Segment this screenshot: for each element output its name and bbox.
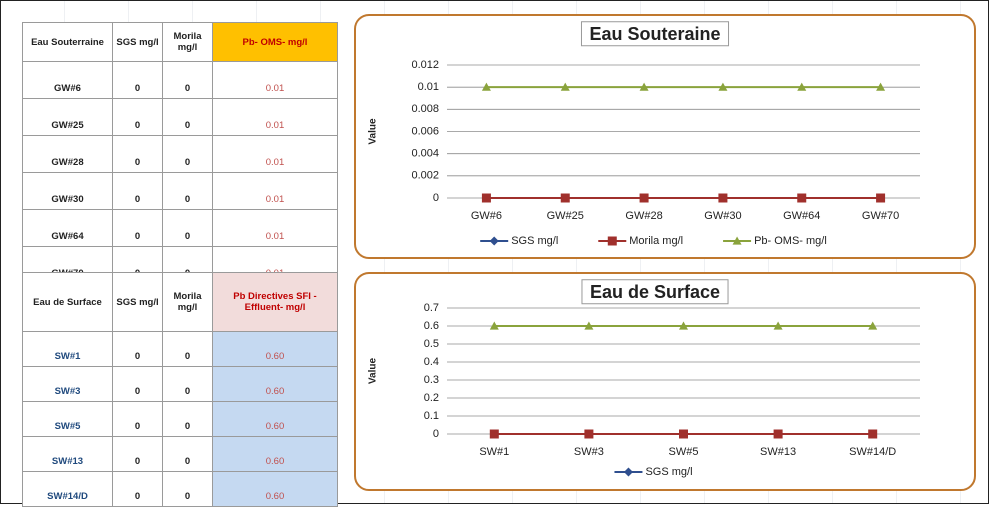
x-tick-label: GW#6 <box>471 210 502 222</box>
legend-item: SGS mg/l <box>480 235 558 247</box>
x-tick-label: SW#14/D <box>849 446 896 458</box>
marker <box>560 82 570 91</box>
x-tick-label: SW#13 <box>760 446 796 458</box>
x-tick-label: SW#3 <box>574 446 604 458</box>
cell: 0.60 <box>212 366 338 402</box>
title-frame <box>580 21 730 47</box>
marker <box>639 193 649 203</box>
cell: SW#13 <box>22 436 113 472</box>
chart-title: Eau de Surface <box>590 282 720 302</box>
y-tick-label: 0.008 <box>411 103 439 115</box>
marker <box>481 82 491 91</box>
y-tick-label: 0.002 <box>411 170 439 182</box>
marker <box>481 193 491 203</box>
cell: 0 <box>112 471 163 507</box>
marker <box>584 429 594 439</box>
marker <box>639 82 649 91</box>
x-tick-label: GW#70 <box>862 210 899 222</box>
cell: GW#30 <box>22 172 113 210</box>
y-tick-label: 0.6 <box>424 320 439 332</box>
header-cell: SGS mg/l <box>112 22 163 62</box>
header-cell: Morila mg/l <box>162 22 213 62</box>
cell: 0 <box>112 401 163 437</box>
y-tick-label: 0.01 <box>418 81 439 93</box>
marker <box>584 321 594 330</box>
cell: 0.01 <box>212 209 338 247</box>
y-axis-label: Value <box>368 358 379 385</box>
x-tick-label: SW#5 <box>669 446 699 458</box>
marker <box>623 467 633 477</box>
marker <box>868 429 878 439</box>
y-tick-label: 0.7 <box>424 302 439 314</box>
chart-box <box>354 272 976 491</box>
cell: 0 <box>162 135 213 173</box>
marker <box>489 321 499 330</box>
legend-label: Morila mg/l <box>629 235 683 247</box>
cell: 0.60 <box>212 401 338 437</box>
marker <box>876 193 886 203</box>
cell: 0.01 <box>212 135 338 173</box>
cell: GW#25 <box>22 98 113 136</box>
legend-item: SGS mg/l <box>614 466 693 478</box>
x-tick-label: SW#1 <box>479 446 509 458</box>
legend-label: SGS mg/l <box>511 235 558 247</box>
marker <box>732 236 742 245</box>
legend-item: Morila mg/l <box>598 235 683 247</box>
cell: GW#64 <box>22 209 113 247</box>
marker <box>773 429 783 439</box>
y-tick-label: 0.4 <box>424 356 439 368</box>
y-tick-label: 0.006 <box>411 125 439 137</box>
cell: SW#1 <box>22 331 113 367</box>
cell: 0.60 <box>212 436 338 472</box>
y-tick-label: 0.012 <box>411 59 439 71</box>
cell: GW#6 <box>22 61 113 99</box>
marker <box>718 193 728 203</box>
cell: 0.60 <box>212 471 338 507</box>
y-tick-label: 0.3 <box>424 374 439 386</box>
x-tick-label: GW#25 <box>547 210 584 222</box>
marker <box>560 193 570 203</box>
legend-label: SGS mg/l <box>645 466 692 478</box>
y-tick-label: 0.004 <box>411 148 439 160</box>
marker <box>773 321 783 330</box>
marker <box>607 236 617 246</box>
marker <box>679 429 688 439</box>
title-frame <box>581 279 729 305</box>
cell: 0 <box>162 471 213 507</box>
cell: 0.01 <box>212 61 338 99</box>
x-tick-label: GW#28 <box>625 210 662 222</box>
legend-item: Pb- OMS- mg/l <box>723 235 827 247</box>
header-cell: Pb- OMS- mg/l <box>212 22 338 62</box>
header-cell: Morila mg/l <box>162 272 213 332</box>
groundwater-table: Eau Souterraine SGS mg/l Morila mg/l Pb- OM… <box>22 22 338 284</box>
y-tick-label: 0.2 <box>424 392 439 404</box>
x-tick-label: GW#30 <box>704 210 741 222</box>
chart-title: Eau Souteraine <box>589 24 720 44</box>
surface-water-table: Eau de Surface SGS mg/l Morila mg/l Pb Dire… <box>22 272 338 507</box>
x-tick-label: GW#64 <box>783 210 820 222</box>
marker <box>797 82 807 91</box>
header-cell: Pb Directives SFI -Effluent- mg/l <box>212 272 338 332</box>
cell: 0.01 <box>212 98 338 136</box>
y-tick-label: 0.1 <box>424 410 439 422</box>
cell: 0 <box>112 436 163 472</box>
y-tick-label: 0.5 <box>424 338 439 350</box>
marker <box>489 236 499 246</box>
cell: 0 <box>112 135 163 173</box>
marker <box>868 321 878 330</box>
legend-label: Pb- OMS- mg/l <box>754 235 827 247</box>
marker <box>876 82 886 91</box>
marker <box>718 82 728 91</box>
marker <box>679 321 688 330</box>
y-tick-label: 0 <box>433 428 439 440</box>
y-axis-label: Value <box>368 118 379 145</box>
marker <box>489 429 499 439</box>
y-tick-label: 0 <box>433 192 439 204</box>
marker <box>797 193 807 203</box>
cell: 0 <box>162 366 213 402</box>
